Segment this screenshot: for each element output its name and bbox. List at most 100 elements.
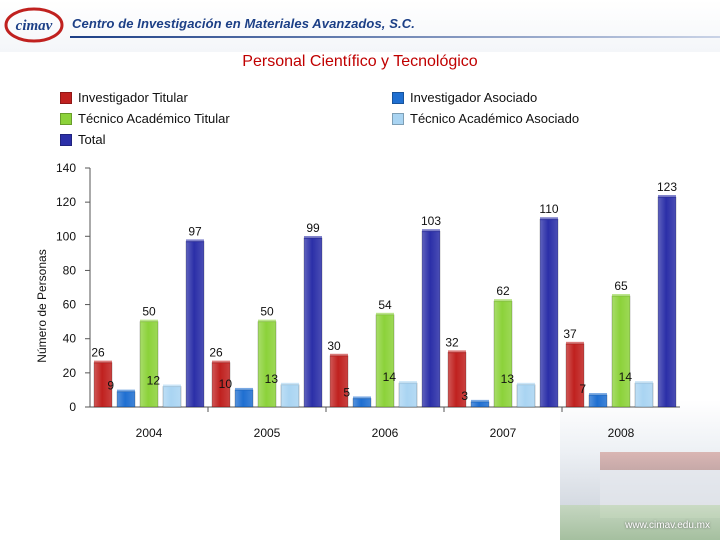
legend-swatch bbox=[392, 112, 404, 125]
y-tick-label: 40 bbox=[63, 332, 77, 346]
background-building-roof bbox=[600, 452, 720, 470]
data-label: 26 bbox=[209, 346, 223, 360]
bar bbox=[139, 321, 159, 408]
legend-swatch bbox=[60, 91, 72, 104]
bar-cap bbox=[517, 382, 535, 386]
legend-item-investigador-titular: Investigador Titular bbox=[60, 90, 188, 105]
bar bbox=[421, 230, 441, 408]
bar-cap bbox=[658, 195, 676, 199]
data-label: 37 bbox=[563, 327, 577, 341]
data-label: 14 bbox=[383, 370, 397, 384]
bar bbox=[398, 382, 418, 408]
data-label: 99 bbox=[306, 221, 320, 235]
bar-cap bbox=[471, 399, 489, 403]
legend-swatch bbox=[392, 91, 404, 104]
data-label: 30 bbox=[327, 339, 341, 353]
bar-cap bbox=[281, 382, 299, 386]
data-label: 54 bbox=[378, 298, 392, 312]
y-tick-label: 60 bbox=[63, 298, 77, 312]
website-url: www.cimav.edu.mx bbox=[625, 520, 710, 531]
organization-name: Centro de Investigación en Materiales Av… bbox=[72, 16, 415, 31]
bar-cap bbox=[235, 387, 253, 391]
data-label: 97 bbox=[188, 224, 202, 238]
bar bbox=[657, 196, 677, 408]
bar-cap bbox=[117, 389, 135, 393]
bar bbox=[565, 343, 585, 408]
data-label: 65 bbox=[614, 279, 628, 293]
legend-label: Investigador Titular bbox=[78, 90, 188, 105]
data-label: 50 bbox=[142, 305, 156, 319]
bar-cap bbox=[376, 312, 394, 316]
bar-cap bbox=[304, 235, 322, 239]
bar-cap bbox=[353, 396, 371, 400]
x-tick-label: 2008 bbox=[608, 426, 635, 440]
legend-item-tecnico-academico-asociado: Técnico Académico Asociado bbox=[392, 111, 579, 126]
bar bbox=[116, 391, 136, 408]
bar-cap bbox=[612, 294, 630, 298]
x-tick-label: 2004 bbox=[136, 426, 163, 440]
header-divider bbox=[70, 36, 720, 38]
bar bbox=[352, 398, 372, 408]
bar-cap bbox=[635, 381, 653, 385]
legend-label: Total bbox=[78, 132, 106, 147]
data-labels: 26 9 50 12 97 26 10 50 13 99 30 5 54 14 103 32 3 62 13 110 3… bbox=[91, 180, 677, 403]
bar-cap bbox=[163, 384, 181, 388]
bar bbox=[280, 384, 300, 408]
data-label: 14 bbox=[619, 370, 633, 384]
data-label: 103 bbox=[421, 214, 441, 228]
y-tick-label: 100 bbox=[56, 229, 76, 243]
x-tick-label: 2005 bbox=[254, 426, 281, 440]
data-label: 123 bbox=[657, 180, 677, 194]
y-tick-label: 140 bbox=[56, 161, 76, 175]
x-tick-label: 2007 bbox=[490, 426, 517, 440]
data-label: 50 bbox=[260, 305, 274, 319]
bar bbox=[634, 382, 654, 408]
bar bbox=[303, 237, 323, 408]
bar-cap bbox=[94, 360, 112, 364]
bar-cap bbox=[140, 319, 158, 323]
legend-item-investigador-asociado: Investigador Asociado bbox=[392, 90, 537, 105]
bar bbox=[588, 394, 608, 408]
chart-title: Personal Científico y Tecnológico bbox=[242, 53, 478, 70]
bar bbox=[162, 386, 182, 408]
cimav-logo: cimav bbox=[4, 7, 64, 43]
y-tick-label: 20 bbox=[63, 366, 77, 380]
legend-label: Técnico Académico Titular bbox=[78, 111, 230, 126]
data-label: 12 bbox=[147, 374, 161, 388]
bar-cap bbox=[422, 229, 440, 233]
legend-item-total: Total bbox=[60, 132, 105, 147]
legend-item-tecnico-academico-titular: Técnico Académico Titular bbox=[60, 111, 230, 126]
chart-legend: Investigador Titular Investigador Asocia… bbox=[60, 88, 660, 150]
data-label: 7 bbox=[579, 382, 586, 396]
data-label: 9 bbox=[107, 379, 114, 393]
y-axis-label: Número de Personas bbox=[35, 249, 49, 362]
bar bbox=[516, 384, 536, 408]
bar-cap bbox=[186, 239, 204, 243]
data-label: 62 bbox=[496, 284, 510, 298]
legend-swatch bbox=[60, 112, 72, 125]
bar-cap bbox=[258, 319, 276, 323]
bar-cap bbox=[448, 350, 466, 354]
y-tick-label: 120 bbox=[56, 195, 76, 209]
bar bbox=[493, 300, 513, 408]
chart-bars bbox=[93, 195, 677, 408]
data-label: 32 bbox=[445, 335, 459, 349]
bar bbox=[185, 241, 205, 408]
y-tick-label: 80 bbox=[63, 263, 77, 277]
legend-swatch bbox=[60, 133, 72, 146]
bar-cap bbox=[330, 353, 348, 357]
data-label: 10 bbox=[219, 377, 233, 391]
x-tick-label: 2006 bbox=[372, 426, 399, 440]
background-grass bbox=[560, 505, 720, 540]
bar-cap bbox=[399, 381, 417, 385]
bar bbox=[257, 321, 277, 408]
bar-cap bbox=[566, 341, 584, 345]
logo-text: cimav bbox=[16, 18, 53, 34]
bar bbox=[539, 218, 559, 408]
bar-cap bbox=[494, 299, 512, 303]
data-label: 13 bbox=[501, 372, 515, 386]
y-tick-label: 0 bbox=[69, 400, 76, 414]
bar bbox=[611, 295, 631, 408]
bar bbox=[234, 389, 254, 408]
